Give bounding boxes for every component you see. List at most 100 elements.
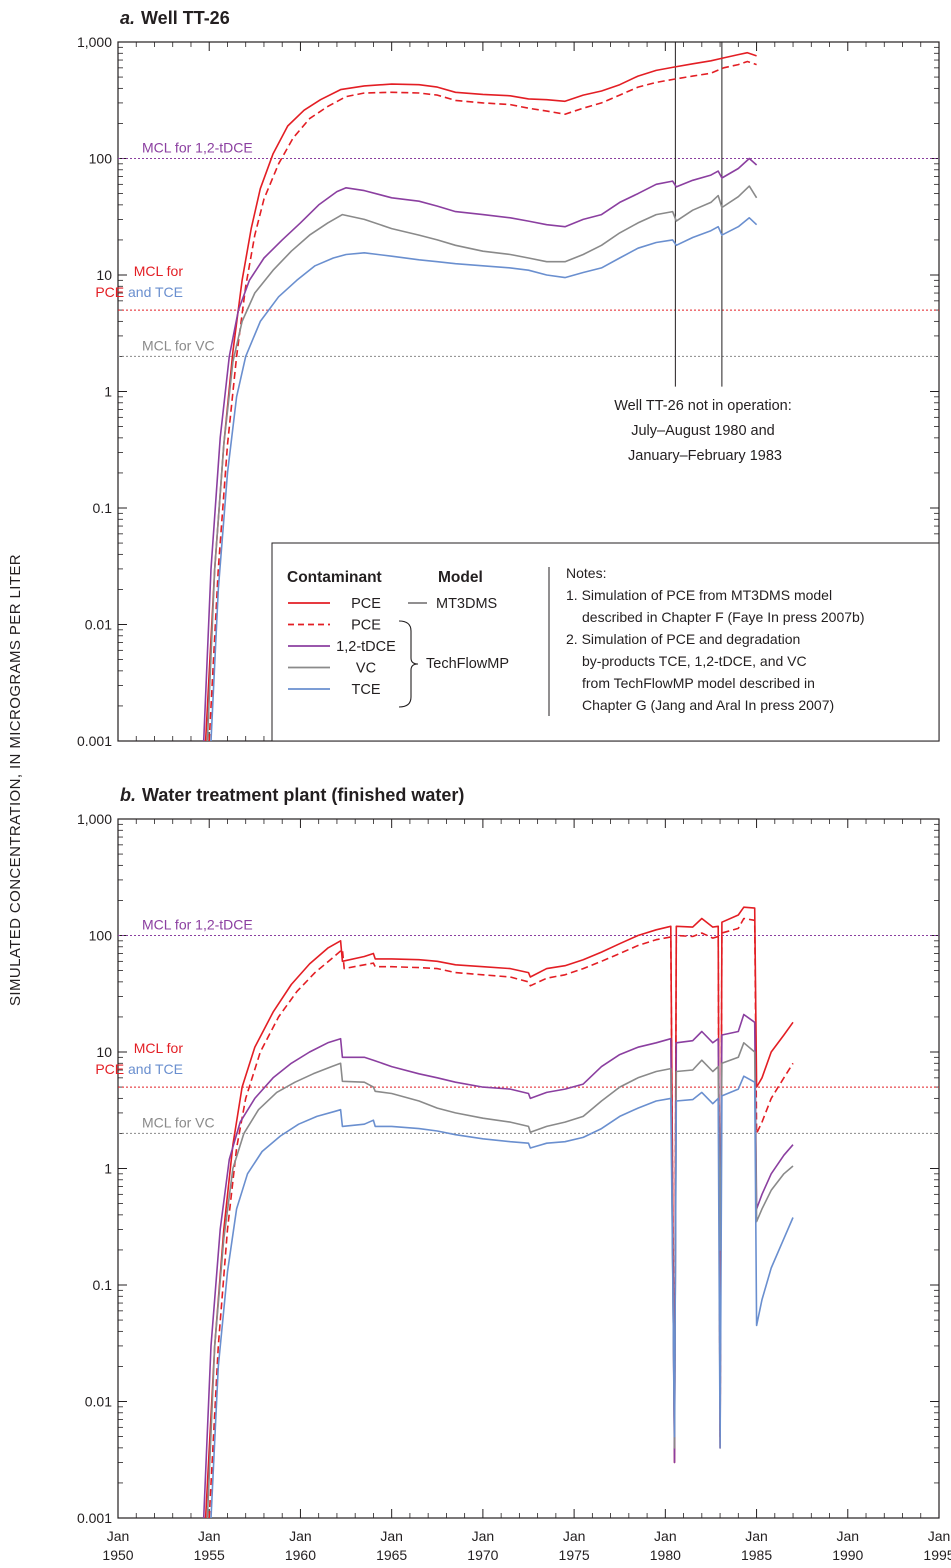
panel-b-letter: b. xyxy=(120,785,136,805)
x-tick-month: Jan xyxy=(380,1528,403,1544)
annotation-line-1: Well TT-26 not in operation: xyxy=(614,398,792,414)
x-tick-month: Jan xyxy=(289,1528,312,1544)
x-tick-label: Jan 1980 xyxy=(650,1528,681,1563)
notes-line-4: by-products TCE, 1,2-tDCE, and VC xyxy=(582,653,807,669)
panel-b-title-text: Water treatment plant (finished water) xyxy=(142,785,464,805)
x-tick-label: Jan 1960 xyxy=(285,1528,316,1563)
y-tick-label: 0.001 xyxy=(77,733,112,749)
series-vc-solid xyxy=(206,185,758,741)
mcl-label-line: PCE xyxy=(95,1061,124,1077)
series-vc-solid xyxy=(206,1042,794,1518)
x-tick-label: Jan 1985 xyxy=(741,1528,772,1563)
mcl-label-part: TCE xyxy=(155,284,183,300)
y-tick-label: 0.001 xyxy=(77,1510,112,1526)
annotation-line-3: January–February 1983 xyxy=(628,448,782,464)
mcl-label: MCL for 1,2-tDCE xyxy=(142,140,253,156)
mcl-label: MCL for PCE and TCE xyxy=(95,1040,183,1077)
x-tick-year: 1955 xyxy=(194,1547,225,1563)
mcl-label: MCL for PCE and TCE xyxy=(95,263,183,300)
x-tick-year: 1960 xyxy=(285,1547,316,1563)
panel-b-title: b. Water treatment plant (finished water) xyxy=(120,785,464,805)
panel-a-annotation: Well TT-26 not in operation: July–August… xyxy=(614,398,796,464)
panel-a-y-tick-labels: 0.001 0.01 0.1 1 10 100 1,000 xyxy=(77,34,112,749)
legend-contaminant-header: Contaminant xyxy=(287,569,382,586)
y-tick-label: 1,000 xyxy=(77,811,112,827)
y-tick-label: 0.1 xyxy=(93,500,113,516)
x-tick-year: 1980 xyxy=(650,1547,681,1563)
panel-a-title-text: Well TT-26 xyxy=(141,8,230,28)
legend-row-label: PCE xyxy=(351,596,381,612)
notes-line-5: from TechFlowMP model described in xyxy=(582,675,815,691)
panel-a-annotation-markers xyxy=(674,42,723,387)
x-tick-label: Jan 1990 xyxy=(832,1528,863,1563)
x-tick-label: Jan 1955 xyxy=(194,1528,225,1563)
y-tick-label: 0.01 xyxy=(85,1394,112,1410)
y-tick-label: 1 xyxy=(104,1161,112,1177)
mcl-label: MCL for 1,2-tDCE xyxy=(142,917,253,933)
mcl-label-part: and xyxy=(124,284,155,300)
panel-b: b. Water treatment plant (finished water)… xyxy=(77,785,951,1563)
mcl-label: MCL for VC xyxy=(142,337,215,353)
y-tick-label: 100 xyxy=(89,151,113,167)
series-pce-dashed xyxy=(208,917,794,1518)
series-1-2-tdce-solid xyxy=(202,157,758,741)
panel-a-title: a. Well TT-26 xyxy=(120,8,230,28)
series-tce-solid xyxy=(210,1075,794,1518)
panel-b-ticks xyxy=(117,818,940,1519)
x-tick-month: Jan xyxy=(745,1528,768,1544)
x-tick-label: Jan 1970 xyxy=(467,1528,498,1563)
x-tick-year: 1990 xyxy=(832,1547,863,1563)
mcl-label-line: MCL for xyxy=(134,263,184,279)
panel-b-y-tick-labels: 0.001 0.01 0.1 1 10 100 1,000 xyxy=(77,811,112,1526)
panel-b-series xyxy=(202,906,794,1518)
x-tick-month: Jan xyxy=(472,1528,495,1544)
legend-brace xyxy=(398,620,419,708)
notes-line-6: Chapter G (Jang and Aral In press 2007) xyxy=(582,697,834,713)
notes-title: Notes: xyxy=(566,565,606,581)
legend-row-label: PCE xyxy=(351,618,381,634)
x-tick-year: 1995 xyxy=(923,1547,951,1563)
mcl-label-line: PCE xyxy=(95,284,124,300)
panel-a: a. Well TT-26 0.001 0.01 0.1 1 10 100 1,000 MCL… xyxy=(77,8,940,749)
legend-notes: Notes: 1. Simulation of PCE from MT3DMS … xyxy=(566,565,868,713)
y-axis-label: SIMULATED CONCENTRATION, IN MICROGRAMS P… xyxy=(7,554,24,1006)
x-tick-year: 1965 xyxy=(376,1547,407,1563)
series-pce-dashed xyxy=(208,60,757,741)
annotation-line-2: July–August 1980 and xyxy=(631,423,775,439)
legend-row-label: VC xyxy=(356,661,376,677)
x-tick-label: Jan 1950 xyxy=(102,1528,133,1563)
notes-line-3: 2. Simulation of PCE and degradation xyxy=(566,631,800,647)
mcl-label-part: TCE xyxy=(155,1061,183,1077)
legend-model-header: Model xyxy=(438,569,483,586)
legend-model-techflowmp: TechFlowMP xyxy=(426,656,509,672)
y-tick-label: 10 xyxy=(96,267,112,283)
y-tick-label: 1,000 xyxy=(77,34,112,50)
mcl-label: MCL for VC xyxy=(142,1114,215,1130)
y-tick-label: 100 xyxy=(89,928,113,944)
x-tick-label: Jan 1965 xyxy=(376,1528,407,1563)
y-tick-label: 0.01 xyxy=(85,617,112,633)
panel-a-series xyxy=(202,51,758,741)
series-pce-solid xyxy=(204,906,794,1518)
notes-line-1: 1. Simulation of PCE from MT3DMS model xyxy=(566,587,832,603)
x-tick-label: Jan 1975 xyxy=(559,1528,590,1563)
legend-box xyxy=(271,542,940,742)
notes-line-2: described in Chapter F (Faye In press 20… xyxy=(582,609,864,625)
x-tick-month: Jan xyxy=(654,1528,677,1544)
panel-b-mcl-lines: MCL for 1,2-tDCE MCL for PCE and TCE MCL fo… xyxy=(95,917,939,1134)
x-tick-year: 1975 xyxy=(559,1547,590,1563)
mcl-label-part: and xyxy=(124,1061,155,1077)
legend-rows: PCE PCE 1,2-tDCE VC TCE xyxy=(288,596,396,698)
y-tick-label: 10 xyxy=(96,1044,112,1060)
legend-row-label: 1,2-tDCE xyxy=(336,639,396,655)
x-tick-label: Jan 1995 xyxy=(923,1528,951,1563)
legend-model-mt3dms: MT3DMS xyxy=(436,596,497,612)
series-1-2-tdce-solid xyxy=(202,1013,794,1518)
x-tick-month: Jan xyxy=(563,1528,586,1544)
legend-row-label: TCE xyxy=(352,682,381,698)
y-tick-label: 0.1 xyxy=(93,1277,113,1293)
x-axis-tick-labels: Jan 1950 Jan 1955 Jan 1960 Jan 1965 Jan 1970 Jan 19… xyxy=(102,1528,951,1563)
series-pce-solid xyxy=(204,51,757,741)
